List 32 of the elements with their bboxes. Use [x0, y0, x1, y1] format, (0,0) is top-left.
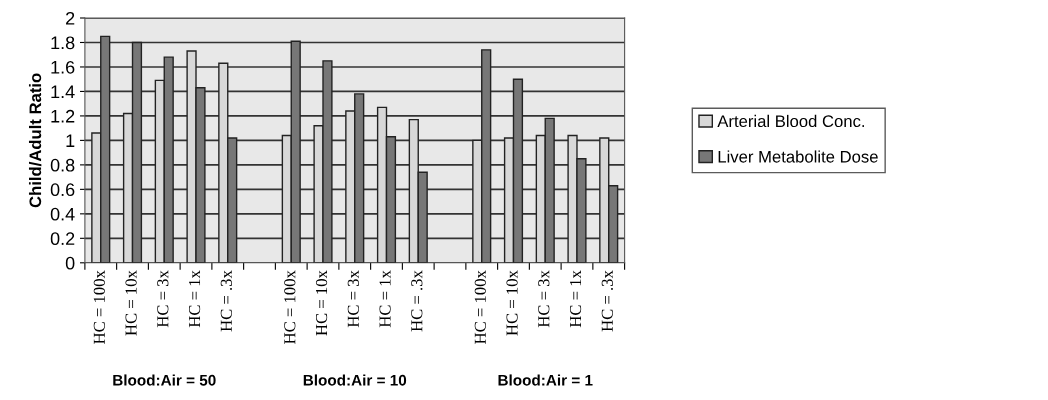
y-tick-label: 0.8 [50, 158, 75, 172]
y-tick-label: 1.2 [51, 109, 75, 123]
text: Blood:Air = 1 [498, 374, 593, 386]
text: Blood:Air = 10 [303, 374, 407, 386]
text: Blood:Air = 50 [113, 374, 216, 386]
x-tick-label: HC = .3x [601, 270, 613, 332]
x-tick-label: HC = .3x [411, 270, 423, 332]
y-tick-label: 1.8 [51, 36, 75, 50]
y-tick-label: 0.4 [50, 207, 75, 221]
legend-label: Liver Metabolite Dose [718, 150, 878, 163]
x-tick-label: HC = 1x [188, 270, 201, 328]
y-tick-label: 1.6 [51, 60, 75, 74]
y-tick-label: 0 [65, 256, 75, 270]
x-tick-label: HC = .3x [220, 270, 232, 332]
x-tick-label: HC = 3x [157, 270, 169, 328]
x-tick-label: HC = 1x [379, 270, 391, 328]
legend-label: Arterial Blood Conc. [717, 114, 865, 128]
y-axis-title: Child/Adult Ratio [28, 73, 42, 208]
y-tick-label: 0.2 [50, 232, 75, 246]
x-tick-label: HC = 10x [315, 270, 328, 336]
x-tick-label: HC = 10x [506, 270, 518, 336]
x-tick-label: HC = 3x [347, 270, 359, 328]
x-tick-label: HC = 100x [284, 270, 296, 344]
y-tick-label: 1.4 [51, 85, 75, 98]
y-tick-label: 1 [66, 134, 75, 147]
y-tick-label: 2 [66, 11, 75, 25]
x-tick-label: HC = 3x [538, 270, 550, 328]
x-tick-label: HC = 10x [125, 270, 137, 336]
x-tick-label: HC = 100x [474, 270, 486, 344]
x-tick-label: HC = 1x [569, 270, 582, 328]
y-tick-label: 0.6 [50, 183, 75, 197]
x-tick-label: HC = 100x [93, 270, 105, 344]
